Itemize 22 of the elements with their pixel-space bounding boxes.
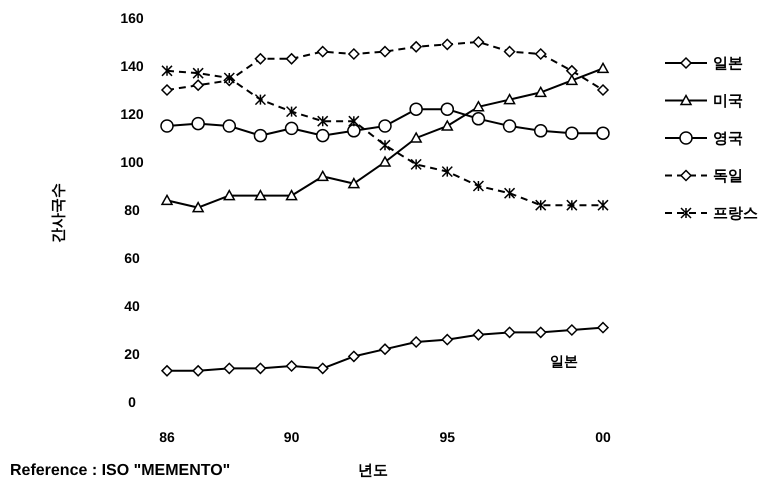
legend-label: 영국 xyxy=(713,130,743,147)
y-tick-label: 0 xyxy=(128,394,136,410)
legend-label: 독일 xyxy=(713,168,743,184)
legend-label: 일본 xyxy=(713,55,743,72)
y-tick-label: 80 xyxy=(124,202,140,218)
x-tick-label: 95 xyxy=(439,429,456,445)
y-axis-title: 간사국수 xyxy=(50,183,67,243)
legend-label: 미국 xyxy=(713,92,743,110)
x-tick-label: 00 xyxy=(595,429,611,445)
x-tick-label: 90 xyxy=(284,429,300,445)
annotation: 일본 xyxy=(550,353,578,369)
y-tick-label: 140 xyxy=(120,58,144,74)
y-tick-label: 120 xyxy=(120,106,144,122)
y-tick-label: 100 xyxy=(120,154,144,170)
y-tick-label: 60 xyxy=(124,250,140,266)
y-tick-label: 160 xyxy=(120,10,144,26)
y-tick-label: 40 xyxy=(124,298,140,314)
x-tick-label: 86 xyxy=(159,429,175,445)
x-axis-title: 년도 xyxy=(358,462,388,479)
y-tick-label: 20 xyxy=(124,346,140,362)
text: Reference : ISO "MEMENTO" xyxy=(10,462,230,479)
legend-label: 프랑스 xyxy=(713,205,758,222)
